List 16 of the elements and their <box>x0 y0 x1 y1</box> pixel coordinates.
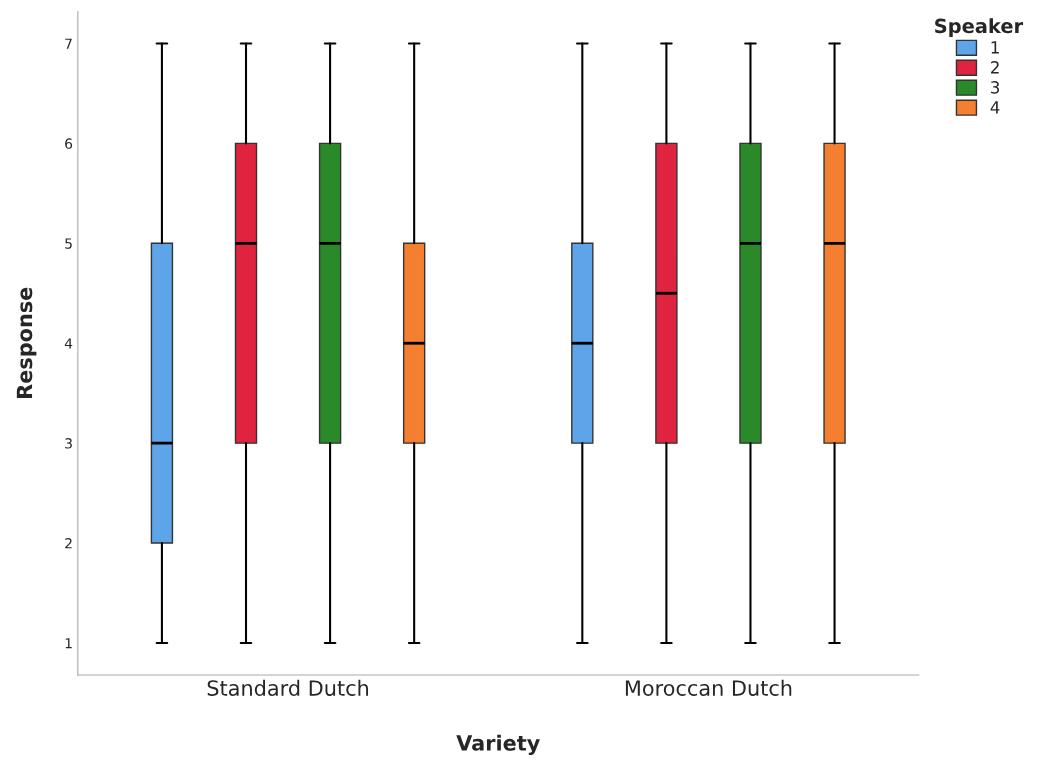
legend-label: 4 <box>990 101 1000 114</box>
y-tick-label: 6 <box>65 138 73 149</box>
y-tick-label: 5 <box>65 238 72 249</box>
legend-label: 1 <box>991 41 999 54</box>
y-tick-label: 3 <box>65 438 72 449</box>
y-tick-label: 1 <box>65 638 72 649</box>
legend-title: Speaker <box>935 18 1024 37</box>
legend-label: 2 <box>991 61 999 74</box>
y-axis-title: Response <box>16 287 37 398</box>
y-tick-label: 2 <box>65 538 72 549</box>
legend-label: 3 <box>991 81 1000 94</box>
x-tick-label: Moroccan Dutch <box>625 679 792 696</box>
y-tick-label: 7 <box>65 38 72 49</box>
x-tick-label: Standard Dutch <box>207 679 369 696</box>
y-tick-label: 4 <box>64 338 73 349</box>
x-axis-title: Variety <box>456 734 540 756</box>
